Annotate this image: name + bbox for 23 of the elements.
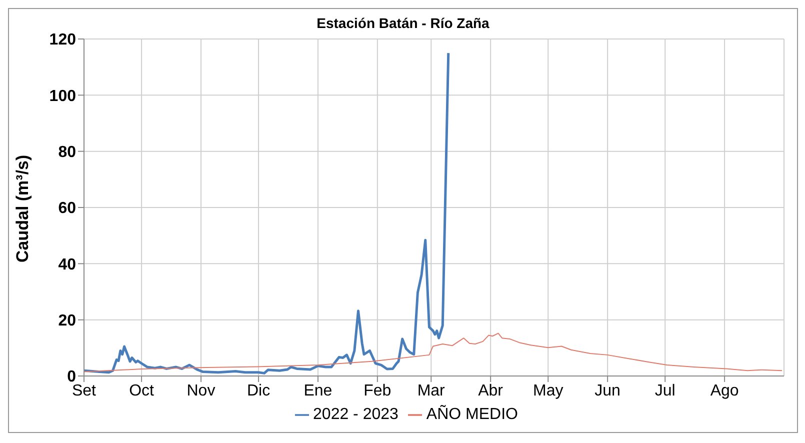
y-tick-label: 40 — [58, 256, 76, 274]
chart-title: Estación Batán - Río Zaña — [316, 15, 490, 31]
y-tick-label: 120 — [49, 32, 76, 49]
x-tick-label: Feb — [364, 382, 392, 400]
y-tick-label: 100 — [49, 88, 76, 105]
x-tick-label: Mar — [417, 382, 446, 400]
x-tick-label: Ago — [710, 382, 739, 400]
line-series — [84, 52, 450, 374]
y-tick-label: 20 — [58, 312, 76, 330]
legend-label: AÑO MEDIO — [426, 406, 518, 423]
x-tick-label: Jun — [594, 382, 620, 400]
legend-label: 2022 - 2023 — [313, 406, 398, 423]
x-tick-label: Jul — [654, 382, 676, 400]
x-tick-label: Nov — [186, 382, 216, 400]
line-series — [84, 332, 783, 372]
x-tick-label: Oct — [129, 382, 155, 400]
y-tick-label: 60 — [58, 200, 76, 218]
y-tick-label: 80 — [58, 144, 76, 162]
x-tick-label: Abr — [478, 382, 504, 400]
y-axis-title: Caudal (m³/s) — [13, 154, 32, 262]
x-tick-label: Dic — [246, 382, 270, 400]
x-tick-label: May — [532, 382, 564, 400]
x-tick-label: Ene — [304, 382, 332, 400]
